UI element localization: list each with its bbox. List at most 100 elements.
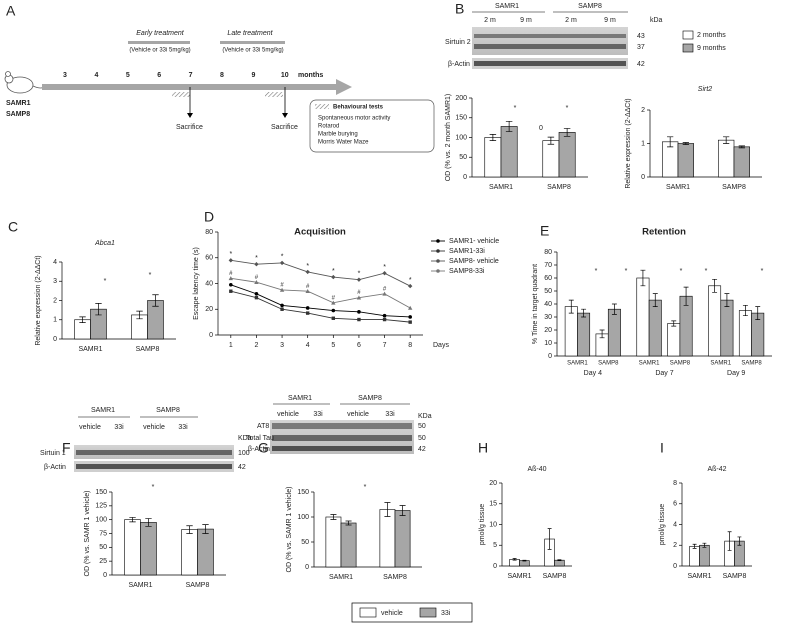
y-tick-label: 80 — [544, 249, 552, 256]
subject-label: SAMP8 — [6, 111, 30, 118]
month-unit: months — [298, 72, 323, 79]
bar — [394, 510, 411, 568]
x-tick-label: SAMP8 — [670, 361, 691, 367]
bar — [558, 132, 576, 178]
error-bar — [724, 293, 730, 307]
y-axis-label: Relative expression (2-ΔΔCt) — [625, 98, 632, 188]
y-tick-label: 20 — [544, 327, 552, 334]
panel-label: I — [660, 440, 664, 456]
bar — [564, 306, 578, 357]
blot-g: SAMR1 SAMP8 vehicle 33i vehicle 33i KDa … — [246, 395, 432, 454]
y-tick-label: 6 — [673, 501, 677, 508]
y-axis-label: Relative expression (2-ΔΔCt) — [35, 255, 42, 345]
y-tick-label: 10 — [489, 521, 497, 528]
treatment-dose: (Vehicle or 33i 5mg/kg) — [129, 48, 190, 54]
error-bar — [95, 303, 102, 316]
x-tick-label: 5 — [331, 342, 335, 349]
sacrifice-arrowhead — [187, 113, 193, 118]
month-label: 4 — [94, 72, 98, 79]
marker — [382, 291, 387, 296]
chart-title: Aß-40 — [527, 466, 546, 473]
legend-label: 33i — [441, 610, 451, 617]
month-label: 5 — [126, 72, 130, 79]
y-tick-label: 100 — [455, 134, 467, 141]
lane-label: 33i — [178, 424, 188, 431]
error-bar — [563, 128, 571, 137]
bar — [181, 529, 198, 576]
blot-size: 43 — [637, 33, 645, 40]
blot-size: 50 — [418, 423, 426, 430]
y-tick-label: 80 — [205, 229, 213, 236]
lane-label: 2 m — [565, 17, 577, 24]
annotation: * — [255, 255, 258, 262]
y-tick-label: 150 — [297, 489, 309, 496]
annotation: # — [306, 284, 310, 290]
y-tick-label: 100 — [297, 514, 309, 521]
error-bar — [557, 559, 562, 561]
y-axis-label: OD (% vs. SAMR 1 vehicle) — [84, 491, 91, 577]
x-tick-label: SAMP8 — [547, 184, 571, 191]
annotation: * — [152, 484, 155, 491]
treatment-title: Late treatment — [227, 30, 273, 37]
chart-title: Sirt2 — [698, 86, 713, 93]
error-bar — [384, 502, 391, 517]
x-tick-label: SAMR1 — [329, 574, 353, 581]
legend-swatch — [682, 30, 694, 40]
marker — [305, 289, 310, 294]
bar — [689, 545, 700, 567]
annotation: * — [229, 251, 232, 258]
y-tick-label: 50 — [301, 539, 309, 546]
annotation: * — [364, 484, 367, 491]
panel-label: E — [540, 223, 549, 239]
bar — [648, 299, 662, 357]
panel-label: H — [478, 440, 488, 456]
x-tick-label: 7 — [383, 342, 387, 349]
y-axis-label: Escape latency time (s) — [193, 247, 200, 320]
error-bar — [737, 536, 742, 546]
annotation: # — [229, 271, 233, 277]
y-tick-label: 15 — [489, 501, 497, 508]
y-tick-label: 30 — [544, 314, 552, 321]
annotation: * — [514, 105, 517, 112]
marker — [228, 276, 234, 281]
blot-band — [272, 446, 412, 451]
legend-label: SAMR1-33i — [449, 248, 485, 255]
y-tick-label: 70 — [544, 262, 552, 269]
x-tick-label: SAMP8 — [186, 582, 210, 589]
lane-label: 33i — [385, 411, 395, 418]
subject-label: SAMR1 — [6, 100, 31, 107]
error-bar — [568, 299, 574, 314]
month-label: 3 — [63, 72, 67, 79]
x-tick-label: 4 — [306, 342, 310, 349]
tests-swatch — [315, 104, 329, 109]
error-bar — [547, 136, 555, 145]
marker — [382, 271, 387, 276]
blot-row-label: Sirtuin 1 — [40, 450, 66, 457]
x-tick-label: 8 — [408, 342, 412, 349]
bar — [720, 299, 734, 357]
legend-label: SAMR1- vehicle — [449, 238, 499, 245]
bar — [484, 137, 502, 178]
chart-title: Aß-42 — [707, 466, 726, 473]
legend-label: SAMP8- vehicle — [449, 258, 499, 265]
y-tick-label: 4 — [673, 521, 677, 528]
blot-image — [472, 27, 628, 55]
x-tick-label: 2 — [254, 342, 258, 349]
x-tick-label: SAMP8 — [722, 184, 746, 191]
blot-unit: kDa — [650, 17, 663, 24]
y-axis-label: OD (% vs. 2 month SAMR1) — [445, 94, 452, 182]
marker — [279, 260, 285, 266]
blot-size: 37 — [637, 44, 645, 51]
x-tick-label: SAMP8 — [741, 361, 762, 367]
error-bar — [667, 136, 674, 148]
marker — [407, 305, 413, 310]
chart-title: Abca1 — [94, 240, 115, 247]
y-tick-label: 0 — [463, 174, 467, 181]
blot-band — [76, 450, 232, 455]
y-tick-label: 0 — [641, 174, 645, 181]
bar — [340, 522, 357, 568]
annotation: # — [332, 295, 336, 301]
error-bar — [581, 308, 587, 318]
mouse-icon — [4, 71, 46, 94]
